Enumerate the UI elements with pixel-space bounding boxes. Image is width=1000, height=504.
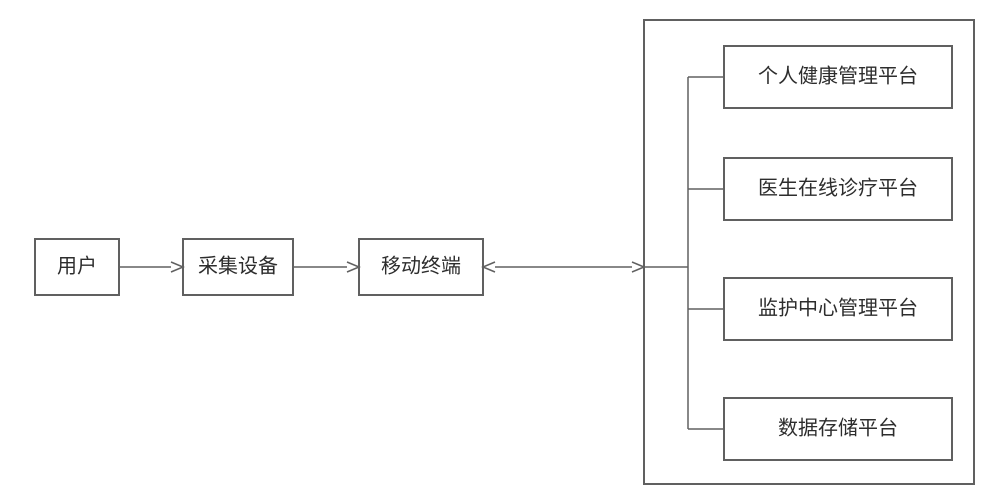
p1-label: 个人健康管理平台: [758, 65, 918, 88]
device-node: 采集设备: [183, 239, 293, 295]
p3-label: 监护中心管理平台: [758, 297, 918, 320]
connector: [483, 262, 644, 272]
user-label: 用户: [57, 255, 97, 278]
container-box: [644, 20, 974, 484]
internal-bus: [644, 77, 724, 429]
p4-label: 数据存储平台: [778, 417, 898, 440]
container-node: [644, 20, 974, 484]
p3-node: 监护中心管理平台: [724, 278, 952, 340]
terminal-node: 移动终端: [359, 239, 483, 295]
device-label: 采集设备: [198, 255, 278, 278]
connector: [119, 262, 183, 272]
p1-node: 个人健康管理平台: [724, 46, 952, 108]
p2-label: 医生在线诊疗平台: [758, 177, 918, 200]
connector: [293, 262, 359, 272]
p4-node: 数据存储平台: [724, 398, 952, 460]
terminal-label: 移动终端: [381, 255, 461, 278]
user-node: 用户: [35, 239, 119, 295]
p2-node: 医生在线诊疗平台: [724, 158, 952, 220]
